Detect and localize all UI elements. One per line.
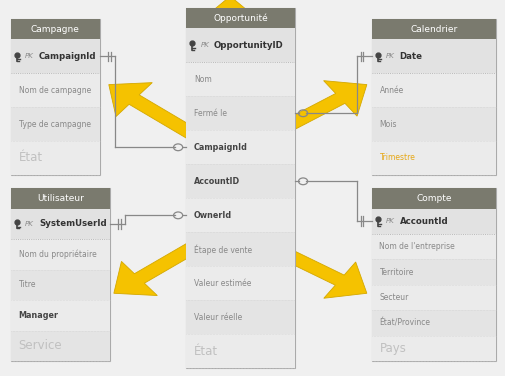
Text: Pays: Pays xyxy=(379,342,406,355)
Bar xyxy=(371,19,495,175)
Text: CampaignId: CampaignId xyxy=(193,143,247,152)
Bar xyxy=(11,19,99,175)
Text: Campagne: Campagne xyxy=(31,25,80,33)
Text: Étape de vente: Étape de vente xyxy=(193,244,251,255)
Bar xyxy=(186,8,294,28)
Bar xyxy=(11,188,110,361)
Bar xyxy=(11,209,110,239)
Text: PK: PK xyxy=(25,53,34,59)
Bar xyxy=(371,141,495,175)
Polygon shape xyxy=(114,228,222,296)
Text: État: État xyxy=(193,345,218,358)
Bar xyxy=(371,234,495,259)
Text: Valeur réelle: Valeur réelle xyxy=(193,313,241,322)
Text: Nom: Nom xyxy=(193,75,211,84)
Bar xyxy=(186,335,294,368)
Bar xyxy=(186,164,294,199)
Text: Utilisateur: Utilisateur xyxy=(37,194,84,203)
Bar xyxy=(186,267,294,300)
Bar xyxy=(371,259,495,285)
Bar xyxy=(11,300,110,331)
Text: Nom du propriétaire: Nom du propriétaire xyxy=(19,250,96,259)
Text: CampaignId: CampaignId xyxy=(39,52,96,61)
Text: Titre: Titre xyxy=(19,280,36,289)
Text: Service: Service xyxy=(19,339,62,352)
Text: Type de campagne: Type de campagne xyxy=(19,120,90,129)
Text: Trimestre: Trimestre xyxy=(379,153,415,162)
Text: PK: PK xyxy=(25,221,34,227)
Text: PK: PK xyxy=(385,218,394,224)
Text: Année: Année xyxy=(379,86,403,95)
Bar xyxy=(371,188,495,209)
Bar xyxy=(371,285,495,310)
Bar xyxy=(11,188,110,209)
Text: Mois: Mois xyxy=(379,120,396,129)
Bar xyxy=(11,19,99,39)
Text: Compte: Compte xyxy=(415,194,451,203)
Bar xyxy=(371,107,495,141)
Text: SystemUserId: SystemUserId xyxy=(39,220,107,228)
Text: État/Province: État/Province xyxy=(379,318,430,327)
Text: Nom de campagne: Nom de campagne xyxy=(19,86,91,95)
Polygon shape xyxy=(109,83,225,155)
Text: Secteur: Secteur xyxy=(379,293,408,302)
Text: Valeur estimée: Valeur estimée xyxy=(193,279,250,288)
Text: AccountID: AccountID xyxy=(193,177,239,186)
Text: Opportunité: Opportunité xyxy=(213,13,268,23)
Text: Calendrier: Calendrier xyxy=(410,25,457,33)
Text: PK: PK xyxy=(200,42,209,48)
Bar xyxy=(186,28,294,62)
Text: Territoire: Territoire xyxy=(379,268,413,277)
Text: Nom de l'entreprise: Nom de l'entreprise xyxy=(379,242,454,251)
Bar xyxy=(371,19,495,39)
Polygon shape xyxy=(238,228,366,298)
Bar xyxy=(11,239,110,270)
Bar xyxy=(186,300,294,335)
Text: AccountId: AccountId xyxy=(399,217,447,226)
Text: Date: Date xyxy=(399,52,422,61)
Bar xyxy=(11,270,110,300)
Bar xyxy=(371,310,495,336)
Bar xyxy=(11,331,110,361)
Polygon shape xyxy=(235,81,366,155)
Text: État: État xyxy=(19,152,43,164)
Bar xyxy=(11,39,99,73)
Bar xyxy=(371,209,495,234)
Bar xyxy=(371,188,495,361)
Bar xyxy=(186,232,294,267)
Bar xyxy=(186,130,294,164)
Bar xyxy=(11,107,99,141)
Bar xyxy=(186,8,294,368)
Bar xyxy=(186,62,294,96)
Bar xyxy=(11,141,99,175)
Text: OwnerId: OwnerId xyxy=(193,211,231,220)
Bar xyxy=(371,39,495,73)
Bar xyxy=(186,199,294,232)
Text: Manager: Manager xyxy=(19,311,59,320)
Bar xyxy=(186,96,294,130)
Bar xyxy=(371,73,495,107)
Bar xyxy=(11,73,99,107)
Bar xyxy=(371,336,495,361)
Text: PK: PK xyxy=(385,53,394,59)
Text: OpportunityID: OpportunityID xyxy=(214,41,283,50)
Polygon shape xyxy=(200,0,259,45)
Text: Fermé le: Fermé le xyxy=(193,109,226,118)
